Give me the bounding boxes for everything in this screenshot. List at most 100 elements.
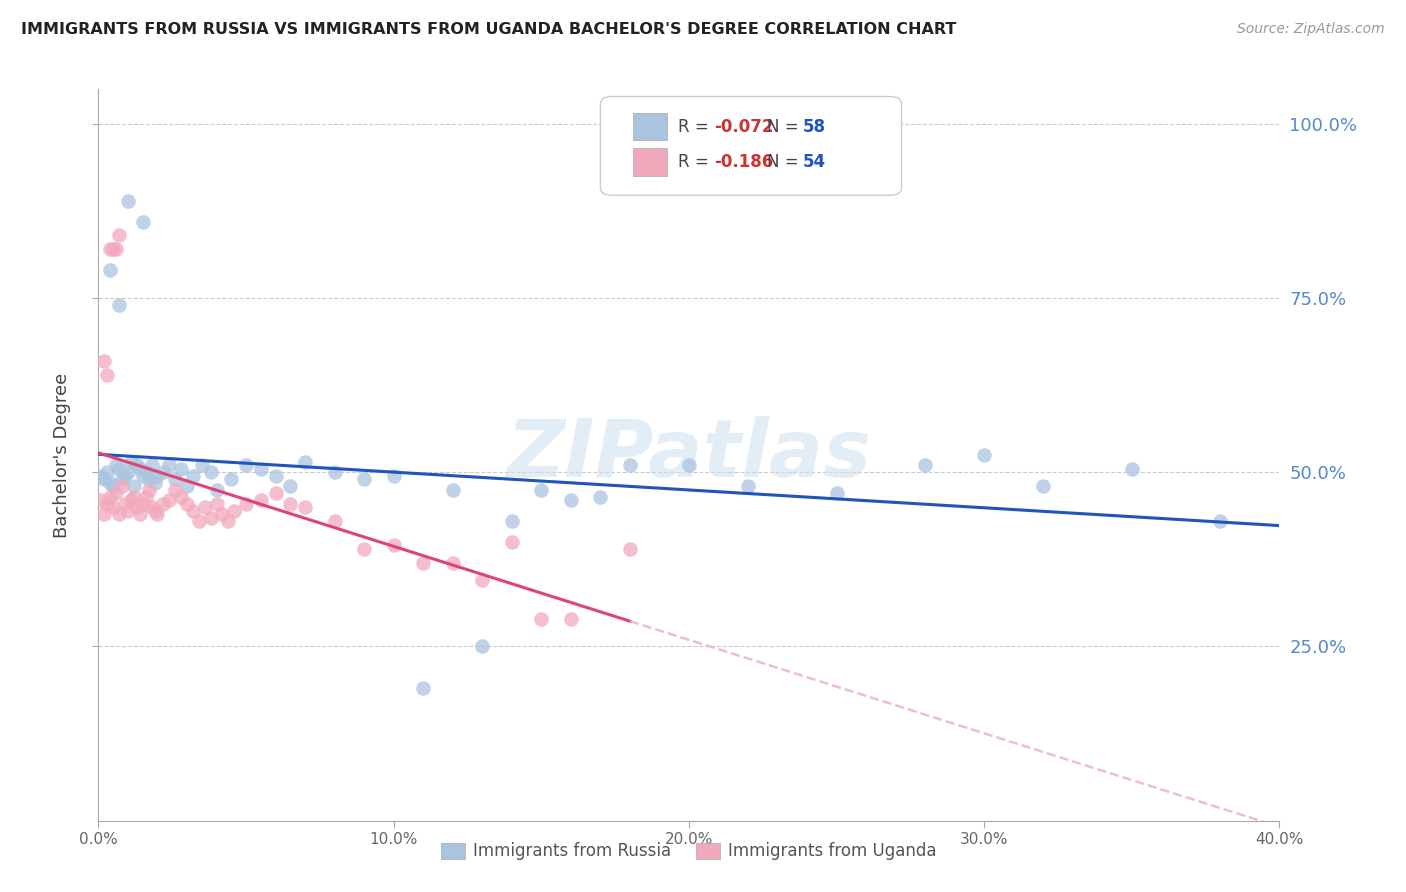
Text: N =: N = [766, 118, 804, 136]
Point [471, 640, 494, 654]
Point [146, 507, 169, 521]
Point [1032, 479, 1054, 493]
Point [125, 500, 148, 515]
Point [280, 479, 302, 493]
Point [176, 479, 198, 493]
Point [176, 497, 198, 511]
Y-axis label: Bachelor's Degree: Bachelor's Degree [53, 372, 72, 538]
Point [108, 298, 131, 312]
Point [165, 483, 187, 497]
Point [96, 368, 118, 382]
Point [117, 466, 139, 480]
Point [93, 354, 115, 368]
Point [973, 448, 995, 462]
FancyBboxPatch shape [600, 96, 901, 195]
Point [138, 483, 160, 497]
Point [1121, 462, 1143, 476]
Point [170, 462, 193, 476]
Point [1209, 514, 1232, 528]
Point [105, 243, 128, 257]
Point [93, 472, 115, 486]
Point [530, 612, 553, 626]
Point [141, 458, 163, 473]
Point [194, 500, 217, 515]
Point [152, 466, 174, 480]
Point [323, 514, 346, 528]
Point [132, 468, 155, 483]
Point [135, 490, 157, 504]
Point [117, 194, 139, 208]
Point [250, 493, 273, 508]
Point [619, 541, 641, 556]
Point [280, 497, 302, 511]
Point [412, 681, 434, 696]
Point [211, 507, 233, 521]
Point [114, 468, 136, 483]
Point [619, 458, 641, 473]
Point [217, 514, 239, 528]
Point [221, 472, 243, 486]
Point [560, 612, 582, 626]
Point [589, 490, 612, 504]
Point [143, 503, 166, 517]
Point [157, 493, 180, 508]
Point [93, 507, 115, 521]
Point [294, 500, 316, 515]
Text: R =: R = [678, 118, 714, 136]
Point [264, 486, 287, 500]
Point [152, 497, 174, 511]
Point [323, 466, 346, 480]
Text: N =: N = [766, 153, 804, 170]
Point [165, 472, 187, 486]
Point [96, 466, 118, 480]
Point [250, 462, 273, 476]
Point [441, 556, 464, 570]
Text: 58: 58 [803, 118, 825, 136]
Point [108, 507, 131, 521]
Point [105, 486, 128, 500]
Text: Source: ZipAtlas.com: Source: ZipAtlas.com [1237, 22, 1385, 37]
Point [122, 479, 145, 493]
Point [560, 493, 582, 508]
Point [143, 475, 166, 490]
Point [122, 490, 145, 504]
Point [90, 493, 112, 508]
Text: -0.186: -0.186 [714, 153, 773, 170]
Point [382, 539, 405, 553]
Point [200, 466, 222, 480]
Point [120, 493, 142, 508]
Point [501, 514, 523, 528]
Point [146, 468, 169, 483]
Point [181, 503, 204, 517]
Point [157, 458, 180, 473]
Text: -0.072: -0.072 [714, 118, 773, 136]
Point [103, 500, 125, 515]
Point [170, 490, 193, 504]
Point [98, 475, 121, 490]
Point [737, 479, 759, 493]
Point [128, 507, 150, 521]
Point [135, 466, 157, 480]
Point [90, 468, 112, 483]
Text: IMMIGRANTS FROM RUSSIA VS IMMIGRANTS FROM UGANDA BACHELOR'S DEGREE CORRELATION C: IMMIGRANTS FROM RUSSIA VS IMMIGRANTS FRO… [21, 22, 956, 37]
Point [353, 541, 375, 556]
Point [181, 468, 204, 483]
Point [353, 472, 375, 486]
Point [825, 486, 848, 500]
Point [138, 472, 160, 486]
Point [103, 243, 125, 257]
Text: R =: R = [678, 153, 714, 170]
Point [914, 458, 936, 473]
Point [98, 263, 121, 277]
Point [98, 243, 121, 257]
Point [235, 497, 257, 511]
Point [98, 490, 121, 504]
Legend: Immigrants from Russia, Immigrants from Uganda: Immigrants from Russia, Immigrants from … [434, 836, 943, 867]
Point [224, 503, 246, 517]
Point [132, 214, 155, 228]
Point [132, 497, 155, 511]
Bar [634, 148, 666, 176]
Point [128, 462, 150, 476]
Point [141, 500, 163, 515]
Point [471, 574, 494, 588]
